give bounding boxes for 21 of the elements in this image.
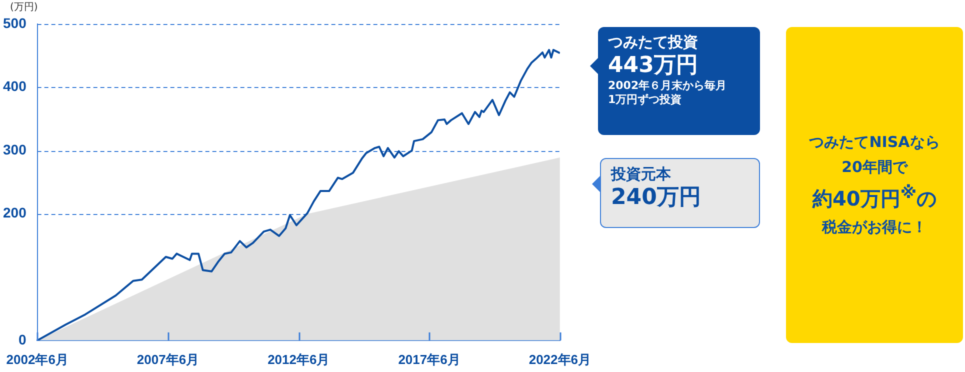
x-tick-label: 2022年6月 — [528, 352, 592, 367]
text: 1万円ずつ投資 — [608, 93, 683, 107]
y-tick-label: 400 — [3, 78, 27, 94]
text: 約40万円$^{※}$の — [812, 182, 937, 212]
x-tick-label: 2012年6月 — [268, 352, 330, 367]
x-tick-label: 2017年6月 — [398, 352, 460, 367]
y-tick-label: 0 — [18, 331, 27, 348]
x-tick-label: 2007年6月 — [136, 352, 200, 367]
text: 240万円 — [611, 184, 702, 212]
text: 2002年６月末から毎月 — [608, 79, 728, 93]
text: 税金がお得に！ — [822, 218, 927, 238]
y-tick-label: 300 — [3, 141, 27, 158]
x-tick-label: 2002年6月 — [6, 352, 68, 367]
y-axis-title: (万円) — [10, 1, 38, 14]
text: 443万円 — [608, 52, 699, 80]
y-tick-label: 500 — [3, 14, 27, 31]
text: 投資元本 — [611, 165, 672, 184]
text: 20年間で — [842, 158, 908, 177]
text: つみたて投資 — [608, 33, 699, 52]
y-tick-label: 200 — [3, 204, 27, 221]
text: つみたてNISAなら — [809, 132, 940, 152]
